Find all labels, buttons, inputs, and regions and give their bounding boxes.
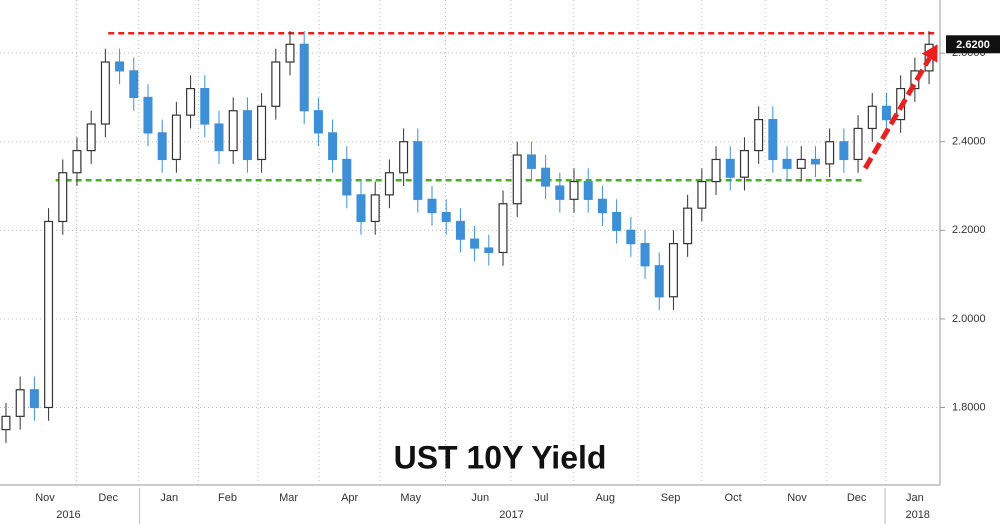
- candle-body: [214, 123, 224, 152]
- candle-body: [583, 180, 593, 200]
- x-tick-label: Mar: [279, 492, 298, 504]
- x-tick-label: Jul: [534, 492, 548, 504]
- candle-body: [782, 158, 792, 169]
- candle-body: [115, 61, 125, 72]
- candle-body: [455, 220, 465, 240]
- x-tick-label: Jan: [160, 492, 178, 504]
- x-tick-label: Jun: [471, 492, 489, 504]
- candle-body: [228, 110, 238, 152]
- candle-body: [541, 167, 551, 187]
- candle-body: [555, 185, 565, 200]
- candle-body: [1, 415, 11, 431]
- candle-body: [157, 132, 167, 161]
- candle-body: [100, 61, 110, 125]
- candle-body: [72, 149, 82, 174]
- candle-body: [200, 87, 210, 125]
- trend-arrow: [862, 56, 932, 170]
- candle-body: [342, 158, 352, 196]
- y-tick-label: 1.8000: [952, 401, 986, 413]
- x-tick-label: Apr: [341, 492, 358, 504]
- last-price-box: [946, 35, 1000, 54]
- candle-body: [512, 154, 522, 205]
- candle-body: [853, 127, 863, 161]
- candle-body: [640, 243, 650, 267]
- x-tick-label: Dec: [98, 492, 118, 504]
- candle-body: [825, 141, 835, 165]
- candle-body: [15, 389, 25, 417]
- candle-body: [441, 212, 451, 223]
- candle-body: [612, 212, 622, 231]
- year-label: 2018: [905, 509, 929, 521]
- candle-body: [44, 220, 54, 409]
- candle-body: [370, 194, 380, 223]
- candle-body: [498, 203, 508, 254]
- candle-body: [313, 110, 323, 134]
- candle-body: [242, 110, 252, 161]
- candle-body: [257, 105, 267, 161]
- candle-body: [186, 87, 196, 116]
- candle-body: [413, 141, 423, 200]
- candle-body: [526, 154, 536, 169]
- chart-title: UST 10Y Yield: [394, 439, 607, 475]
- candle-body: [839, 141, 849, 161]
- candle-body: [626, 229, 636, 245]
- x-tick-label: Nov: [35, 492, 55, 504]
- candle-body: [399, 141, 409, 174]
- candle-body: [810, 158, 820, 165]
- y-tick-label: 2.2000: [952, 224, 986, 236]
- candle-body: [328, 132, 338, 161]
- year-label: 2016: [56, 509, 80, 521]
- x-tick-label: May: [400, 492, 421, 504]
- candle-body: [299, 43, 309, 112]
- candle-body: [754, 118, 764, 152]
- candle-body: [668, 243, 678, 298]
- candle-body: [683, 207, 693, 245]
- candle-body: [569, 180, 579, 200]
- y-tick-label: 2.0000: [952, 313, 986, 325]
- candle-body: [29, 389, 39, 409]
- candle-body: [384, 172, 394, 196]
- x-tick-label: Jan: [906, 492, 924, 504]
- candle-body: [725, 158, 735, 178]
- candle-body: [881, 105, 891, 121]
- candle-body: [654, 265, 664, 298]
- candle-body: [796, 158, 806, 169]
- x-tick-label: Feb: [218, 492, 237, 504]
- x-tick-label: Dec: [847, 492, 867, 504]
- last-price-label: 2.6200: [956, 39, 990, 51]
- candle-body: [143, 96, 153, 134]
- y-tick-label: 2.4000: [952, 136, 986, 148]
- x-tick-label: Nov: [787, 492, 807, 504]
- candle-body: [285, 43, 295, 63]
- candle-body: [484, 247, 494, 254]
- candle-body: [768, 118, 778, 161]
- trend-arrow-head: [921, 44, 938, 63]
- candle-body: [697, 180, 707, 209]
- candle-body: [58, 172, 68, 223]
- candle-body: [171, 114, 181, 161]
- x-tick-label: Sep: [661, 492, 681, 504]
- x-tick-label: Oct: [725, 492, 742, 504]
- candle-body: [711, 158, 721, 183]
- candle-body: [597, 198, 607, 214]
- candle-body: [739, 149, 749, 178]
- year-label: 2017: [499, 509, 523, 521]
- candle-body: [271, 61, 281, 107]
- candle-body: [427, 198, 437, 214]
- candle-body: [356, 194, 366, 223]
- candle-body: [86, 123, 96, 152]
- x-tick-label: Aug: [595, 492, 615, 504]
- candle-body: [129, 70, 139, 99]
- candle-body: [867, 105, 877, 130]
- candle-body: [470, 238, 480, 249]
